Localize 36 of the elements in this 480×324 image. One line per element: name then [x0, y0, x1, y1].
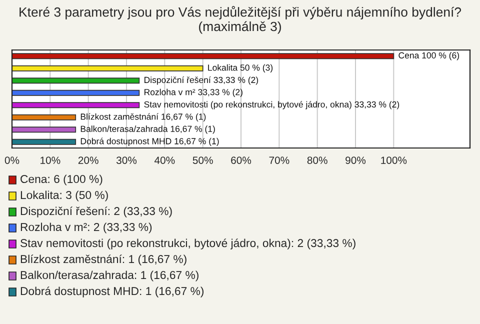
bar: [12, 78, 140, 84]
chart-title: Které 3 parametry jsou pro Vás nejdůležitější při výběru nájemního bydlení? (maximálně 3): [20, 6, 462, 34]
bar: [12, 65, 204, 72]
bar: [12, 126, 76, 133]
text: Balkon/terasa/zahrada: 1 (16,67 %): [20, 270, 198, 282]
category-label: Balkon/terasa/zahrada 16,67 % (1): [80, 126, 215, 134]
category-label: Lokalita 50 % (3): [208, 64, 273, 72]
category-label: Rozloha v m² 33,33 % (2): [144, 88, 242, 97]
text: Lokalita: 3 (50 %): [20, 190, 108, 202]
text: Dispoziční řešení: 2 (33,33 %): [20, 206, 172, 218]
bar: [12, 138, 76, 145]
text: Cena: 6 (100 %): [20, 174, 102, 186]
x-tick-label: 80%: [307, 156, 328, 164]
category-label: Dobrá dostupnost MHD 16,67 % (1): [80, 138, 219, 146]
text: Rozloha v m²: 2 (33,33 %): [20, 222, 152, 234]
x-tick-label: 50%: [192, 156, 213, 164]
category-label: Dispoziční řešení 33,33 % (2): [144, 76, 258, 85]
bar: [12, 102, 140, 108]
x-tick-label: 10%: [40, 156, 60, 164]
x-tick-label: 60%: [231, 156, 252, 164]
x-tick-label: 20%: [78, 156, 98, 164]
text: Dobrá dostupnost MHD: 1 (16,67 %): [20, 286, 204, 298]
bar: [12, 90, 140, 96]
x-tick-label: 30%: [116, 156, 137, 164]
x-tick-label: 40%: [154, 156, 175, 164]
x-tick-label: 0%: [4, 156, 20, 164]
x-tick-label: 100%: [381, 156, 407, 164]
bar: [12, 53, 394, 60]
text: Stav nemovitosti (po rekonstrukci, bytové jádro, okna): 2 (33,33 %): [20, 238, 356, 250]
category-label: Blízkost zaměstnání 16,67 % (1): [80, 113, 206, 122]
x-tick-label: 70%: [269, 156, 290, 164]
category-label: Stav nemovitosti (po rekonstrukci, bytové jádro, okna) 33,33 % (2): [144, 100, 400, 110]
category-label: Cena 100 % (6): [398, 52, 459, 60]
bar: [12, 114, 76, 120]
x-tick-label: 90%: [346, 156, 366, 164]
text: Blízkost zaměstnání: 1 (16,67 %): [20, 254, 186, 266]
